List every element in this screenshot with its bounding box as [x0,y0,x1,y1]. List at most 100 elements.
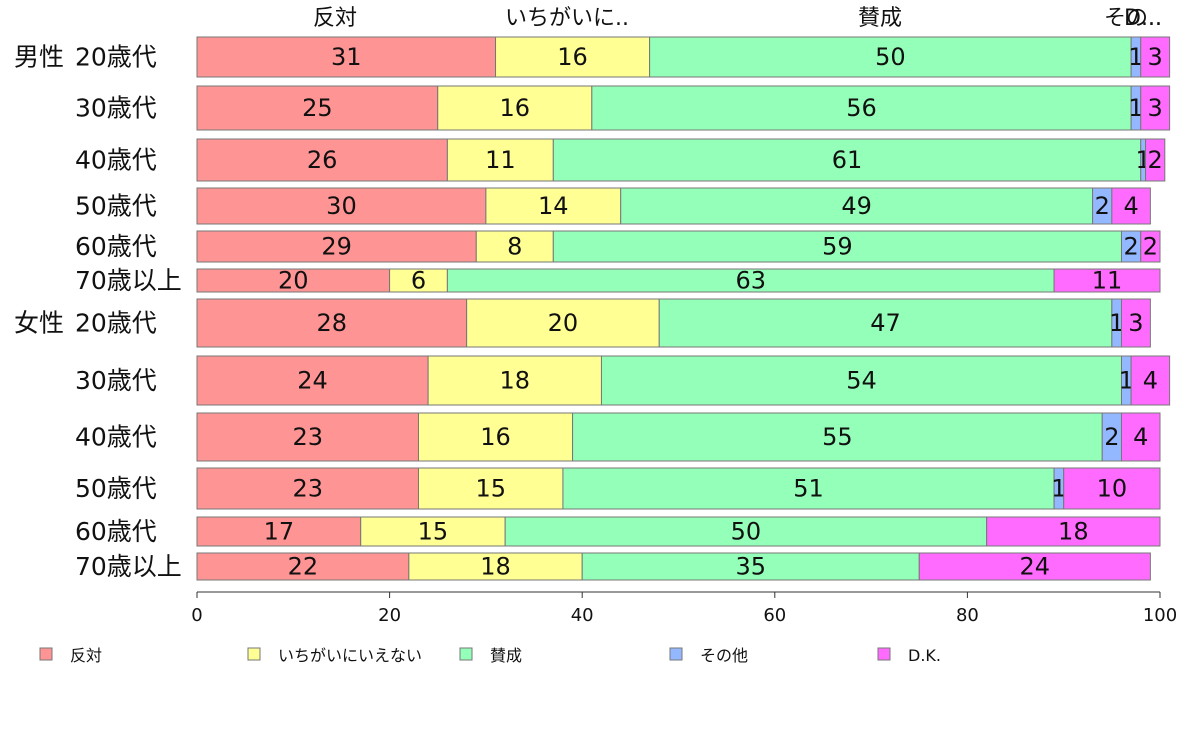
legend-swatch-0 [39,647,53,661]
bar-segment-r10-s2 [504,516,988,547]
data-label-r9-s2: 51 [793,475,824,503]
data-label-r5-s0: 20 [278,267,309,295]
data-label-r10-s0: 17 [264,518,295,546]
data-label-r7-s4: 4 [1143,367,1158,395]
bar-segment-r8-s1 [417,412,574,462]
bar-segment-r10-s4 [986,516,1161,547]
bar-segment-r1-s4 [1140,85,1171,131]
data-label-r0-s0: 31 [331,43,362,71]
data-label-r6-s2: 47 [870,309,901,337]
bar-segment-r11-s1 [408,552,583,581]
data-label-r9-s3: 1 [1051,475,1066,503]
bar-segment-r6-s0 [196,298,468,348]
x-tick-label-4: 80 [956,605,979,626]
bar-segment-r1-s0 [196,85,439,131]
bar-segment-r7-s4 [1130,355,1171,406]
column-label-2: 賛成 [858,6,902,31]
bar-segment-r9-s1 [417,467,564,510]
data-label-r4-s0: 29 [321,233,352,261]
data-label-r6-s1: 20 [548,309,579,337]
data-label-r11-s1: 18 [480,553,511,581]
data-label-r2-s1: 11 [485,146,516,174]
data-label-r8-s4: 4 [1133,423,1148,451]
column-label-3: その.. [1104,6,1162,31]
row-label-4: 60歳代 [75,232,157,261]
bar-segment-r3-s1 [485,187,622,225]
bar-segment-r7-s0 [196,355,429,406]
legend-label-0: 反対 [70,646,102,665]
data-label-r1-s3: 1 [1128,94,1143,122]
bar-segment-r8-s2 [572,412,1103,462]
legend-label-1: いちがいにいえない [278,646,422,665]
x-tick-label-1: 20 [378,605,401,626]
data-label-r3-s0: 30 [326,192,357,220]
data-label-r2-s2: 61 [832,146,863,174]
bar-segment-r8-s0 [196,412,419,462]
data-label-r5-s1: 6 [411,267,426,295]
row-label-9: 50歳代 [75,474,157,503]
bar-segment-r11-s0 [196,552,410,581]
bar-segment-r3-s2 [620,187,1094,225]
bar-segment-r5-s4 [1053,268,1161,293]
group-label-6: 女性 [14,309,64,338]
data-label-r7-s1: 18 [500,367,531,395]
bar-segment-r2-s0 [196,138,448,182]
row-label-2: 40歳代 [75,146,157,175]
row-label-11: 70歳以上 [75,552,182,581]
row-label-0: 20歳代 [75,43,157,72]
x-tick-label-3: 60 [763,605,786,626]
bar-segment-r3-s0 [196,187,487,225]
data-label-r8-s1: 16 [480,423,511,451]
data-label-r7-s0: 24 [297,367,328,395]
x-tick-label-2: 40 [571,605,594,626]
bar-segment-r2-s1 [446,138,554,182]
row-label-5: 70歳以上 [75,266,182,295]
legend-swatch-3 [669,647,683,661]
column-label-0: 反対 [313,6,357,31]
bar-segment-r6-s4 [1120,298,1151,348]
data-label-r3-s2: 49 [841,192,872,220]
data-label-r11-s2: 35 [735,553,766,581]
legend-label-4: D.K. [908,646,941,665]
legend-swatch-1 [247,647,261,661]
bar-segment-r0-s4 [1140,36,1171,78]
row-label-6: 20歳代 [75,309,157,338]
data-label-r6-s3: 1 [1109,309,1124,337]
data-label-r5-s2: 63 [735,267,766,295]
bar-segment-r0-s2 [649,36,1132,78]
data-label-r4-s4: 2 [1143,233,1158,261]
bar-segment-r11-s4 [918,552,1151,581]
bar-segment-r4-s2 [552,230,1122,263]
data-label-r9-s1: 15 [475,475,506,503]
data-label-r4-s3: 2 [1123,233,1138,261]
legend-swatch-4 [877,647,891,661]
column-label-1: いちがいに.. [505,6,629,31]
legend-label-3: その他 [700,646,748,665]
bar-segment-r2-s4 [1145,138,1166,182]
x-tick-label-0: 0 [191,605,202,626]
data-label-r11-s4: 24 [1020,553,1051,581]
bar-segment-r0-s0 [196,36,497,78]
data-label-r1-s2: 56 [846,94,877,122]
legend-label-2: 賛成 [490,646,522,665]
bar-segment-r1-s2 [591,85,1132,131]
bar-segment-r4-s4 [1140,230,1161,263]
row-label-3: 50歳代 [75,192,157,221]
column-header-labels: 反対 いちがいに.. 賛成 その..D... [313,6,1162,31]
row-label-10: 60歳代 [75,517,157,546]
data-label-r4-s1: 8 [507,233,522,261]
data-label-r0-s1: 16 [557,43,588,71]
data-label-r1-s0: 25 [302,94,333,122]
row-label-8: 40歳代 [75,423,157,452]
data-label-r1-s4: 3 [1148,94,1163,122]
data-label-r7-s2: 54 [846,367,877,395]
x-tick-label-5: 100 [1143,605,1177,626]
data-label-r0-s4: 3 [1148,43,1163,71]
data-label-r8-s0: 23 [292,423,323,451]
data-label-r4-s2: 59 [822,233,853,261]
data-label-r3-s3: 2 [1095,192,1110,220]
bar-segment-r1-s1 [437,85,593,131]
